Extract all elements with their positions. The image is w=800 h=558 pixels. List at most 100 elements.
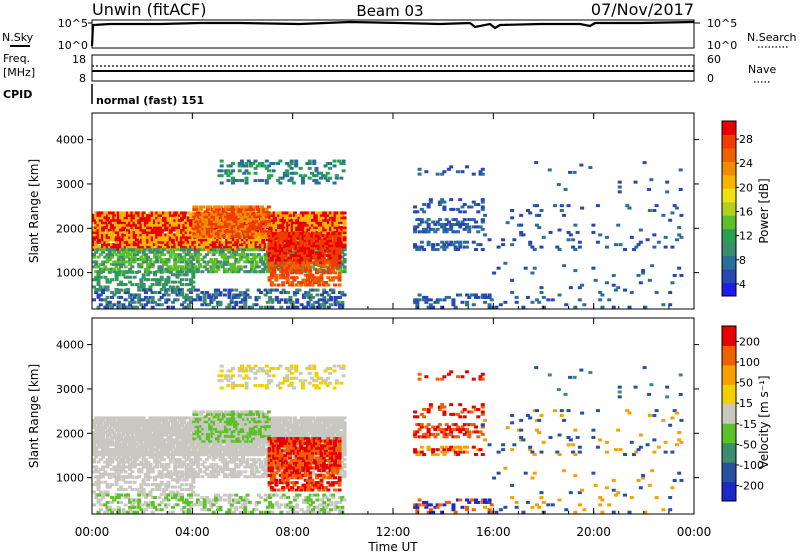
data-cell <box>649 178 653 181</box>
data-cell <box>151 283 155 286</box>
data-cell <box>220 182 224 185</box>
data-cell <box>652 209 656 212</box>
data-cell <box>130 265 134 268</box>
data-cell <box>117 301 121 304</box>
data-cell <box>537 214 541 217</box>
colorbar-segment <box>722 188 736 202</box>
nave-label: Nave <box>748 63 776 76</box>
data-cell <box>297 289 301 292</box>
data-cell <box>501 238 505 241</box>
freq-right-tick-bottom: 0 <box>707 72 714 85</box>
data-cell <box>679 236 683 239</box>
data-cell <box>142 283 146 286</box>
data-cell <box>198 263 202 266</box>
data-cell <box>413 205 417 208</box>
frequency-panel: 18 8 60 0 Freq. [MHz] Nave <box>3 52 776 85</box>
colorbar-segment <box>722 215 736 229</box>
data-cell <box>451 298 455 301</box>
data-cell <box>288 211 292 214</box>
data-cell <box>647 188 651 191</box>
data-cell <box>503 262 507 265</box>
data-cell <box>418 168 422 171</box>
data-cell <box>201 205 205 208</box>
data-cell <box>162 248 166 251</box>
data-cell <box>171 248 175 251</box>
data-cell <box>189 289 193 292</box>
data-cell <box>306 262 310 265</box>
data-cell <box>481 219 485 222</box>
data-cell <box>178 273 182 276</box>
data-cell <box>562 214 566 217</box>
data-cell <box>126 271 130 274</box>
data-cell <box>436 248 440 251</box>
data-cell <box>528 211 532 214</box>
data-cell <box>442 201 446 204</box>
data-cell <box>338 232 342 235</box>
data-cell <box>460 301 464 304</box>
colorbar-segment <box>722 161 736 175</box>
data-cell <box>679 214 683 217</box>
data-cell <box>166 289 170 292</box>
data-cell <box>580 284 584 287</box>
data-cell <box>200 248 204 251</box>
data-cell <box>246 253 250 256</box>
data-cell <box>499 303 503 306</box>
data-cell <box>558 248 562 251</box>
data-cell <box>600 306 604 309</box>
data-cell <box>112 248 116 251</box>
data-cell <box>342 169 346 172</box>
data-cell <box>600 293 604 296</box>
data-cell <box>257 296 261 299</box>
data-cell <box>326 284 330 287</box>
data-cell <box>240 160 244 163</box>
data-cell <box>594 279 598 282</box>
colorbar-tick-label: 24 <box>739 157 753 170</box>
data-cell <box>578 246 582 249</box>
data-cell <box>162 253 166 256</box>
data-cell <box>106 285 110 288</box>
colorbar-segment <box>722 242 736 256</box>
data-cell <box>234 301 238 304</box>
data-cell <box>180 283 184 286</box>
data-cell <box>106 296 110 299</box>
data-cell <box>333 160 337 163</box>
freq-left-tick-bottom: 8 <box>79 72 86 85</box>
data-cell <box>240 179 244 182</box>
data-cell <box>571 238 575 241</box>
data-cell <box>308 266 312 269</box>
data-cell <box>248 296 252 299</box>
data-cell <box>551 298 555 301</box>
data-cell <box>429 198 433 201</box>
data-cell <box>220 164 224 167</box>
data-cell <box>665 181 669 184</box>
data-cell <box>568 171 572 174</box>
data-cell <box>567 238 571 241</box>
data-cell <box>458 293 462 296</box>
data-cell <box>94 260 98 263</box>
data-cell <box>270 298 274 301</box>
data-cell <box>442 205 446 208</box>
data-cell <box>612 306 616 309</box>
data-cell <box>222 235 226 238</box>
data-cell <box>160 271 164 274</box>
data-cell <box>255 303 259 306</box>
data-cell <box>223 293 227 296</box>
data-cell <box>460 170 464 173</box>
data-cell <box>670 211 674 214</box>
data-cell <box>279 298 283 301</box>
data-cell <box>108 271 112 274</box>
data-cell <box>533 267 537 270</box>
noise-right-tick-bottom: 10^0 <box>707 39 737 52</box>
data-cell <box>501 243 505 246</box>
data-cell <box>196 248 200 251</box>
beam-title: Beam 03 <box>356 2 423 20</box>
data-cell <box>166 293 170 296</box>
data-cell <box>326 172 330 175</box>
data-cell <box>160 276 164 279</box>
nsky-label: N.Sky <box>2 31 34 44</box>
data-cell <box>665 190 669 193</box>
data-cell <box>479 243 483 246</box>
data-cell <box>474 248 478 251</box>
data-cell <box>220 160 224 163</box>
